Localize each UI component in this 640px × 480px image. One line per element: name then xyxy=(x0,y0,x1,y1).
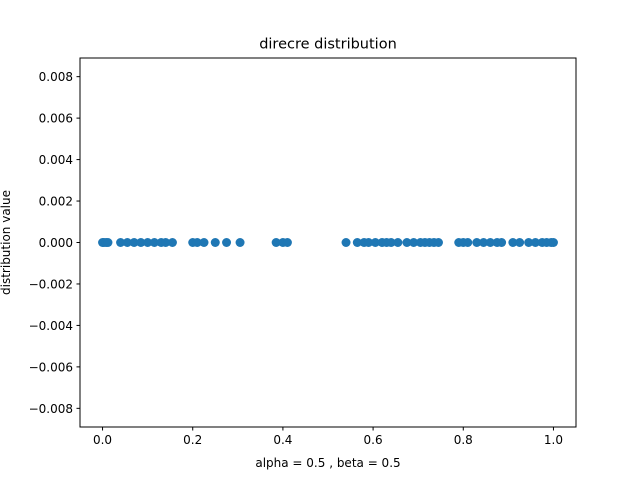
data-point xyxy=(386,238,396,247)
data-point xyxy=(479,238,489,247)
data-point xyxy=(143,238,153,247)
data-point xyxy=(192,238,202,247)
y-tick-label: 0.008 xyxy=(39,70,73,84)
data-point xyxy=(530,238,540,247)
data-point xyxy=(210,238,220,247)
data-point xyxy=(129,238,139,247)
data-point xyxy=(167,238,177,247)
data-point xyxy=(485,238,495,247)
x-axis-ticks: 0.0 0.2 0.4 0.6 0.8 1.0 xyxy=(93,427,563,447)
data-point xyxy=(548,238,558,247)
data-point xyxy=(352,238,362,247)
data-point xyxy=(370,238,380,247)
y-axis-ticks: 0.008 0.006 0.004 0.002 0.000 −0.002 −0.004 −0.… xyxy=(29,70,80,416)
data-point xyxy=(116,238,126,247)
data-point xyxy=(103,238,113,247)
data-point xyxy=(524,238,534,247)
data-point xyxy=(199,238,209,247)
data-point xyxy=(433,238,443,247)
x-axis-label: alpha = 0.5 , beta = 0.5 xyxy=(255,456,400,470)
data-point xyxy=(508,238,518,247)
data-point xyxy=(497,238,507,247)
data-point xyxy=(271,238,281,247)
x-tick-label: 0.0 xyxy=(93,433,112,447)
data-point xyxy=(282,238,292,247)
y-tick-label: −0.008 xyxy=(29,402,73,416)
chart-title: direcre distribution xyxy=(259,37,397,53)
y-axis-label: distribution value xyxy=(0,190,13,295)
data-point xyxy=(341,238,351,247)
data-point xyxy=(136,238,146,247)
x-tick-label: 0.2 xyxy=(183,433,202,447)
data-point xyxy=(122,238,132,247)
y-tick-label: 0.004 xyxy=(39,153,73,167)
y-tick-label: −0.006 xyxy=(29,360,73,374)
data-point xyxy=(222,238,232,247)
data-point xyxy=(409,238,419,247)
data-point xyxy=(472,238,482,247)
data-points xyxy=(98,238,558,247)
data-point xyxy=(161,238,171,247)
data-point xyxy=(515,238,525,247)
y-tick-label: 0.002 xyxy=(39,195,73,209)
y-tick-label: 0.006 xyxy=(39,112,73,126)
data-point xyxy=(463,238,473,247)
data-point xyxy=(235,238,245,247)
x-tick-label: 0.6 xyxy=(364,433,383,447)
data-point xyxy=(364,238,374,247)
x-tick-label: 1.0 xyxy=(544,433,563,447)
data-point xyxy=(402,238,412,247)
data-point xyxy=(393,238,403,247)
y-tick-label: 0.000 xyxy=(39,236,73,250)
x-tick-label: 0.4 xyxy=(273,433,292,447)
y-tick-label: −0.004 xyxy=(29,319,73,333)
x-tick-label: 0.8 xyxy=(454,433,473,447)
y-tick-label: −0.002 xyxy=(29,277,73,291)
data-point xyxy=(149,238,159,247)
plot-area-frame xyxy=(79,57,577,428)
